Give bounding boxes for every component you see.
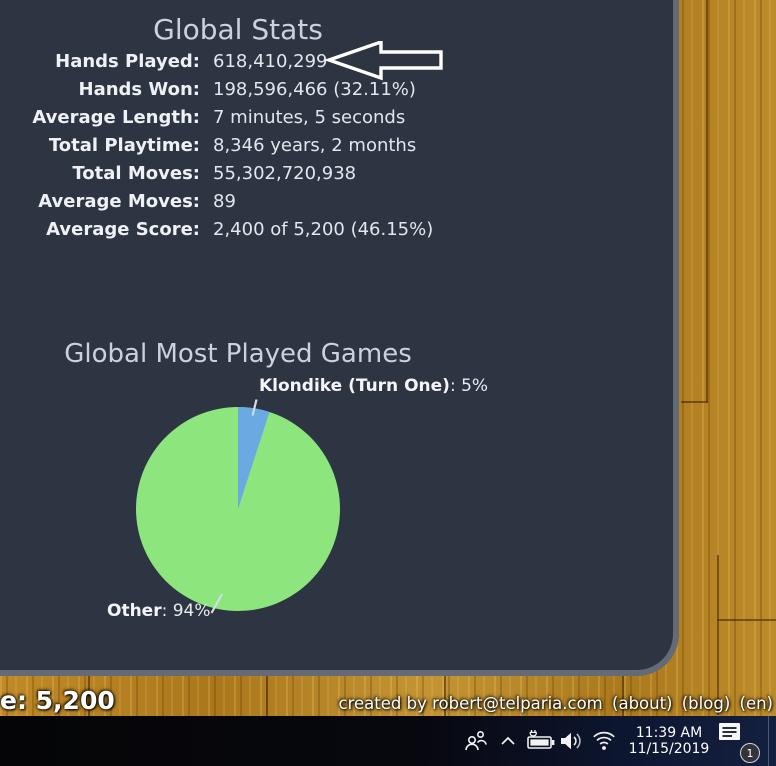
pie-label-other-value: : 94% xyxy=(161,601,211,621)
global-stats-panel: Global Stats Hands Played: 618,410,299 H… xyxy=(0,0,679,676)
action-center-icon[interactable]: 1 xyxy=(718,721,760,763)
stat-value: 2,400 of 5,200 (46.15%) xyxy=(213,219,434,240)
most-played-pie-chart xyxy=(136,399,340,614)
most-played-title: Global Most Played Games xyxy=(64,339,412,369)
pie-tick-other xyxy=(210,593,223,614)
taskbar-clock[interactable]: 11:39 AM 11/15/2019 xyxy=(623,725,715,757)
stat-label: Hands Played: xyxy=(55,51,200,72)
blog-link[interactable]: (blog) xyxy=(681,694,731,713)
stat-value: 7 minutes, 5 seconds xyxy=(213,107,406,128)
volume-icon[interactable] xyxy=(557,721,587,761)
stat-row: Hands Played: 618,410,299 xyxy=(0,48,476,76)
left-arrow-annotation-icon xyxy=(326,41,443,81)
stat-value: 55,302,720,938 xyxy=(213,163,357,184)
wifi-icon[interactable] xyxy=(589,721,619,761)
score-text-fragment: e: 5,200 xyxy=(0,686,115,715)
stat-row: Average Moves: 89 xyxy=(0,188,476,216)
windows-taskbar: 11:39 AM 11/15/2019 1 xyxy=(0,716,776,766)
show-hidden-icons-chevron[interactable] xyxy=(493,721,523,761)
credit-text: created by robert@telparia.com xyxy=(338,694,603,713)
stat-label: Average Score: xyxy=(46,219,200,240)
clock-date: 11/15/2019 xyxy=(628,741,710,757)
about-link[interactable]: (about) xyxy=(612,694,673,713)
stat-row: Total Playtime: 8,346 years, 2 months xyxy=(0,132,476,160)
language-link[interactable]: (en) xyxy=(739,694,773,713)
system-tray: 11:39 AM 11/15/2019 1 xyxy=(460,716,776,766)
pie-label-other: Other: 94% xyxy=(107,601,211,621)
pie-label-other-name: Other xyxy=(107,601,162,621)
wood-seam xyxy=(717,619,776,621)
notification-badge: 1 xyxy=(740,743,760,763)
wood-seam xyxy=(717,555,719,715)
wood-seam xyxy=(681,401,708,403)
page-title: Global Stats xyxy=(153,13,323,46)
pie-label-klondike-name: Klondike (Turn One) xyxy=(259,376,450,396)
pie-slice-klondike xyxy=(238,407,270,509)
pie-label-klondike: Klondike (Turn One): 5% xyxy=(259,376,488,396)
stat-label: Average Length: xyxy=(32,107,200,128)
show-desktop-button[interactable] xyxy=(768,716,776,766)
stats-table: Hands Played: 618,410,299 Hands Won: 198… xyxy=(0,48,476,244)
stat-value: 618,410,299 xyxy=(213,51,328,72)
stat-row: Average Length: 7 minutes, 5 seconds xyxy=(0,104,476,132)
stat-row: Total Moves: 55,302,720,938 xyxy=(0,160,476,188)
people-icon[interactable] xyxy=(461,721,491,761)
stat-value: 89 xyxy=(213,191,236,212)
credit-line: created by robert@telparia.com (about) (… xyxy=(335,694,773,713)
stat-label: Hands Won: xyxy=(78,79,200,100)
stat-value: 8,346 years, 2 months xyxy=(213,135,417,156)
stat-row: Average Score: 2,400 of 5,200 (46.15%) xyxy=(0,216,476,244)
stat-row: Hands Won: 198,596,466 (32.11%) xyxy=(0,76,476,104)
stat-value: 198,596,466 (32.11%) xyxy=(213,79,416,100)
stat-label: Total Playtime: xyxy=(48,135,200,156)
clock-time: 11:39 AM xyxy=(635,725,703,741)
wood-seam xyxy=(706,0,708,402)
stat-label: Average Moves: xyxy=(38,191,200,212)
battery-charging-icon[interactable] xyxy=(525,721,555,761)
pie-label-klondike-value: : 5% xyxy=(449,376,489,396)
pie-tick-klondike xyxy=(251,399,258,416)
stat-label: Total Moves: xyxy=(72,163,200,184)
